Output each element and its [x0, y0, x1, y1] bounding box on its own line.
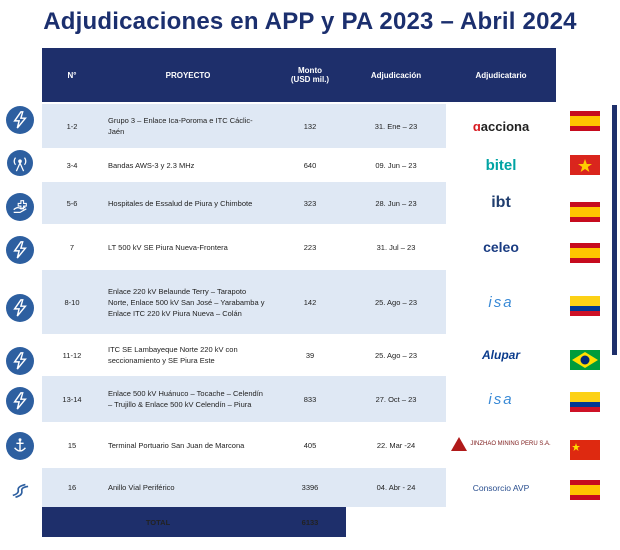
brazil-flag-icon: [570, 350, 600, 370]
row-number: 13-14: [42, 375, 102, 423]
total-row: TOTAL 6133: [42, 507, 556, 537]
lightning-icon: [6, 294, 34, 322]
lightning-icon: [6, 236, 34, 264]
road-icon: [6, 476, 34, 504]
awardee-logo: bitel: [446, 149, 556, 181]
award-date: 09. Jun – 23: [346, 149, 446, 181]
award-date: 04. Abr - 24: [346, 467, 446, 507]
row-number: 1-2: [42, 103, 102, 149]
amount: 132: [274, 103, 346, 149]
awardee-logo: ibt: [446, 181, 556, 225]
awardee-name: isa: [488, 293, 514, 311]
project-name: Grupo 3 – Enlace Ica-Poroma e ITC Cáclic…: [102, 103, 274, 149]
awardee-logo: celeo: [446, 225, 556, 269]
award-date: 31. Ene – 23: [346, 103, 446, 149]
project-name: Terminal Portuario San Juan de Marcona: [102, 423, 274, 467]
accent-bar: [612, 105, 617, 355]
spain-flag-icon: [570, 480, 600, 500]
colombia-flag-icon: [570, 296, 600, 316]
awardee-logo: Alupar: [446, 335, 556, 375]
awardee-name: celeo: [483, 239, 519, 255]
row-number: 8-10: [42, 269, 102, 335]
page-title: Adjudicaciones en APP y PA 2023 – Abril …: [43, 8, 577, 35]
header-adjudicatario: Adjudicatario: [446, 48, 556, 103]
health-icon: [6, 193, 34, 221]
award-date: 25. Ago – 23: [346, 335, 446, 375]
header-proyecto: PROYECTO: [102, 48, 274, 103]
award-date: 28. Jun – 23: [346, 181, 446, 225]
amount: 833: [274, 375, 346, 423]
awards-table: N° PROYECTO Monto (USD mil.) Adjudicació…: [42, 48, 556, 537]
project-name: Enlace 500 kV Huánuco – Tocache – Celend…: [102, 375, 274, 423]
colombia-flag-icon: [570, 392, 600, 412]
award-date: 22. Mar -24: [346, 423, 446, 467]
table-row: 8-10 Enlace 220 kV Belaunde Terry – Tara…: [42, 269, 556, 335]
spain-flag-icon: [570, 202, 600, 222]
row-number: 11-12: [42, 335, 102, 375]
amount: 3396: [274, 467, 346, 507]
table-row: 16 Anillo Vial Periférico 3396 04. Abr -…: [42, 467, 556, 507]
row-number: 16: [42, 467, 102, 507]
china-flag-icon: [570, 440, 600, 460]
table-row: 5-6 Hospitales de Essalud de Piura y Chi…: [42, 181, 556, 225]
header-n: N°: [42, 48, 102, 103]
project-name: Enlace 220 kV Belaunde Terry – Tarapoto …: [102, 269, 274, 335]
awardee-logo: ɑacciona: [446, 103, 556, 149]
project-name: ITC SE Lambayeque Norte 220 kV con secci…: [102, 335, 274, 375]
amount: 640: [274, 149, 346, 181]
project-name: LT 500 kV SE Piura Nueva-Frontera: [102, 225, 274, 269]
row-number: 7: [42, 225, 102, 269]
awardee-name: isa: [488, 390, 514, 408]
row-number: 5-6: [42, 181, 102, 225]
header-adjudicacion: Adjudicación: [346, 48, 446, 103]
project-name: Hospitales de Essalud de Piura y Chimbot…: [102, 181, 274, 225]
amount: 223: [274, 225, 346, 269]
total-amount: 6133: [274, 507, 346, 537]
header-monto: Monto (USD mil.): [274, 48, 346, 103]
row-number: 15: [42, 423, 102, 467]
table-row: 3-4 Bandas AWS-3 y 2.3 MHz 640 09. Jun –…: [42, 149, 556, 181]
total-label: TOTAL: [42, 507, 274, 537]
vietnam-flag-icon: [570, 155, 600, 175]
table-row: 15 Terminal Portuario San Juan de Marcon…: [42, 423, 556, 467]
amount: 142: [274, 269, 346, 335]
lightning-icon: [6, 347, 34, 375]
lightning-icon: [6, 106, 34, 134]
table-row: 11-12 ITC SE Lambayeque Norte 220 kV con…: [42, 335, 556, 375]
table-row: 1-2 Grupo 3 – Enlace Ica-Poroma e ITC Cá…: [42, 103, 556, 149]
award-date: 25. Ago – 23: [346, 269, 446, 335]
awardee-logo: isa: [446, 269, 556, 335]
row-number: 3-4: [42, 149, 102, 181]
header-row: N° PROYECTO Monto (USD mil.) Adjudicació…: [42, 48, 556, 103]
project-name: Anillo Vial Periférico: [102, 467, 274, 507]
amount: 39: [274, 335, 346, 375]
award-date: 31. Jul – 23: [346, 225, 446, 269]
awardee-name: Consorcio AVP: [472, 482, 530, 493]
awardee-name: ibt: [491, 194, 511, 211]
awardee-name: Alupar: [481, 348, 520, 362]
awardee-name: acciona: [480, 118, 530, 134]
amount: 323: [274, 181, 346, 225]
awardee-logo: isa: [446, 375, 556, 423]
spain-flag-icon: [570, 111, 600, 131]
award-date: 27. Oct – 23: [346, 375, 446, 423]
awardee-name: JINZHAO MINING PERU S.A.: [470, 441, 551, 447]
awardee-logo: JINZHAO MINING PERU S.A.: [446, 423, 556, 467]
amount: 405: [274, 423, 346, 467]
table-row: 7 LT 500 kV SE Piura Nueva-Frontera 223 …: [42, 225, 556, 269]
awardee-triangle-icon: [451, 437, 468, 451]
lightning-icon: [6, 387, 34, 415]
spain-flag-icon: [570, 243, 600, 263]
project-name: Bandas AWS-3 y 2.3 MHz: [102, 149, 274, 181]
awardee-name: bitel: [485, 156, 517, 174]
antenna-icon: [7, 150, 33, 176]
table-row: 13-14 Enlace 500 kV Huánuco – Tocache – …: [42, 375, 556, 423]
awardee-logo: Consorcio AVP: [446, 467, 556, 507]
port-icon: [6, 432, 34, 460]
